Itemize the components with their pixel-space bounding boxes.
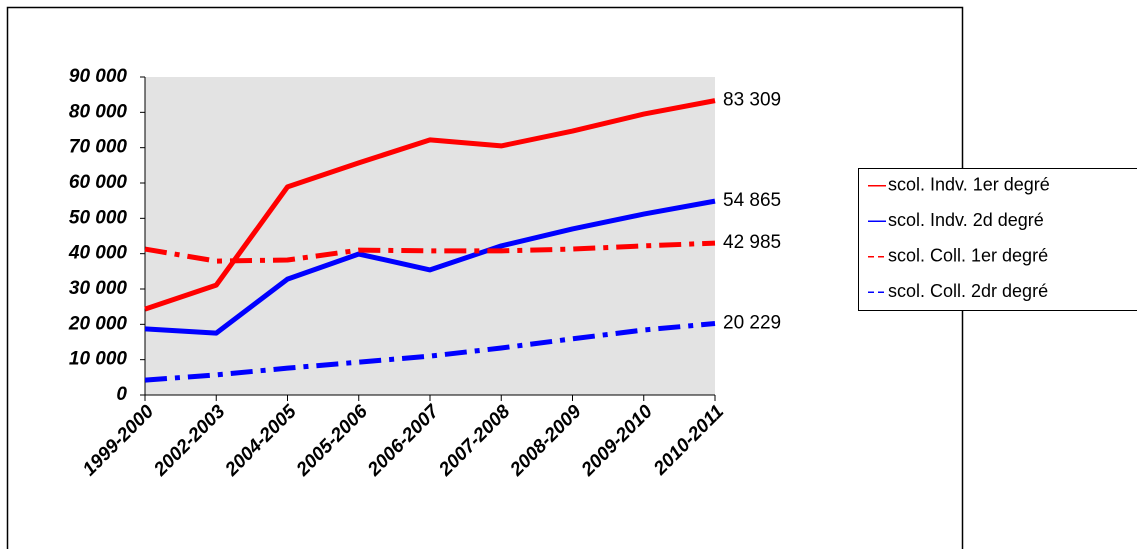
value-label: 20 229 — [723, 313, 781, 334]
legend-label: scol. Indv. 1er degré — [888, 175, 1050, 195]
legend-label: scol. Coll. 2dr degré — [888, 281, 1048, 301]
y-tick-label: 90 000 — [69, 66, 128, 87]
y-tick-label: 80 000 — [69, 101, 128, 122]
y-tick-label: 30 000 — [69, 278, 128, 299]
y-tick-label: 60 000 — [69, 172, 128, 193]
series-line — [144, 240, 716, 264]
series-line — [144, 98, 716, 312]
y-tick-label: 20 000 — [68, 313, 128, 334]
legend-box — [858, 168, 1137, 311]
legend-label: scol. Coll. 1er degré — [888, 246, 1048, 266]
value-label: 83 309 — [723, 90, 781, 111]
plot-area — [145, 77, 715, 395]
y-tick-label: 70 000 — [69, 137, 128, 158]
y-tick-label: 10 000 — [69, 349, 128, 370]
legend-label: scol. Indv. 2d degré — [888, 210, 1044, 230]
y-tick-label: 40 000 — [68, 243, 128, 264]
series-line — [144, 321, 716, 383]
y-tick-label: 50 000 — [69, 207, 128, 228]
value-label: 42 985 — [723, 232, 781, 253]
y-tick-label: 0 — [116, 384, 127, 405]
series-line — [144, 198, 716, 336]
value-label: 54 865 — [723, 190, 781, 211]
